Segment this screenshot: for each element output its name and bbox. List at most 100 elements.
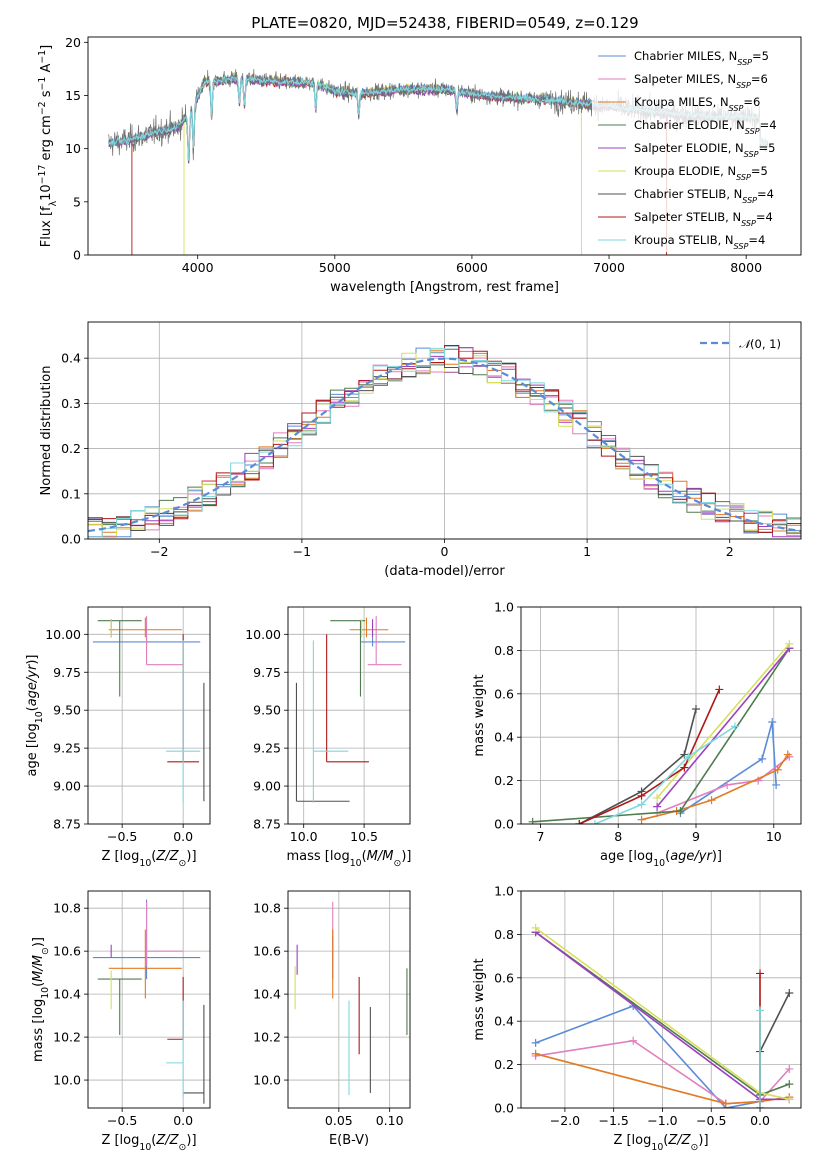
x-tick-label: 7000 [593,260,625,275]
y-tick-label: 10.00 [45,627,81,642]
y-tick-label: 0.4 [61,351,81,366]
y-tick-label: 0.4 [494,1014,514,1029]
x-tick-label: 2 [726,544,734,559]
legend-label-part: Salpeter STELIB, N [634,210,741,224]
x-tick-label: 0.05 [325,1113,353,1128]
weight-marker [785,1095,794,1104]
panel-spectrum: 4000 5000 6000 7000 8000 0 5 10 15 20 wavelength [… [37,35,802,295]
y-axis-label: age [log10(age/yr)] [25,654,45,776]
x-axis-label-part: )] [698,1133,708,1148]
y-axis-label-part: mass [log [31,999,46,1062]
x-axis-label-part: wavelength [Angstrom, rest frame] [330,280,559,295]
legend-label-part: Kroupa ELODIE, N [634,164,736,178]
weight-line [679,721,777,814]
y-tick-label: 9.75 [53,665,81,680]
legend-label-part: (0, 1) [750,337,781,351]
axes-frame [87,890,211,1109]
legend: 𝒩(0, 1) [700,337,781,351]
x-tick-label: 7 [536,829,544,844]
x-tick-label: 0.0 [173,1113,193,1128]
weight-marker [531,923,540,932]
y-axis-label: mass [log10(M/M⊙)] [31,937,51,1062]
y-tick-label: 15 [65,88,81,103]
legend-label: Chabrier STELIB, NSSP=4 [634,187,774,205]
x-axis-label: Z [log10(Z/Z⊙)] [101,849,196,869]
x-tick-label: 1 [583,544,591,559]
legend-label-part: SSP [736,173,751,182]
y-tick-label: 0.2 [494,1057,514,1072]
y-tick-label: 0.6 [494,970,514,985]
weight-marker [721,1099,730,1108]
y-axis-label-part: A [39,64,54,77]
y-axis-label-part: ( [25,706,40,711]
x-axis-label-part: Z/Z [155,1133,179,1148]
weight-marker [785,988,794,997]
y-tick-label: 10.2 [253,1030,281,1045]
y-axis-label-part: −1 [37,50,48,64]
legend-label: Salpeter MILES, NSSP=6 [634,72,768,90]
weight-marker [768,718,777,727]
x-tick-label: 0.10 [376,1113,404,1128]
legend-label: Salpeter STELIB, NSSP=4 [634,210,773,228]
y-tick-label: 10.8 [53,901,81,916]
weight-marker [637,815,646,824]
legend-label-part: =5 [752,49,769,63]
x-axis-label-part: )] [186,849,196,864]
legend-label-part: Chabrier STELIB, N [634,187,742,201]
legend-label-part: =6 [751,72,768,86]
x-axis-label-part: )] [712,849,722,864]
x-tick-label: 5000 [319,260,351,275]
y-tick-label: 8.75 [53,817,81,832]
legend-label-part: Salpeter ELODIE, N [634,141,744,155]
y-axis-label-part: erg cm [39,115,54,164]
x-axis-label: age [log10(age/yr)] [600,849,722,869]
y-tick-label: 1.0 [494,884,514,899]
x-tick-label: 8000 [730,260,762,275]
y-tick-label: 0.1 [61,486,81,501]
weight-marker [785,1080,794,1089]
legend-label: Kroupa STELIB, NSSP=4 [634,233,765,251]
weight-marker [637,800,646,809]
plot-area [295,616,406,803]
weight-marker [756,1006,765,1015]
y-tick-label: 1.0 [494,600,514,615]
legend-label-part: SSP [737,58,752,67]
x-axis-label-part: Z [log [101,1133,139,1148]
y-tick-label: 0.0 [61,532,81,547]
y-tick-label: 10.4 [53,987,81,1002]
legend-label-part: =5 [758,141,775,155]
x-axis-label-part: ⊙ [179,1142,187,1153]
weight-marker [692,704,700,713]
x-axis-label: E(B-V) [329,1133,369,1148]
weight-line [578,708,697,824]
y-tick-label: 10.4 [253,987,281,1002]
panel-residuals: −2 −1 0 1 2 0.0 0.1 0.2 0.3 0.4 (data-model)/error… [39,321,802,579]
y-tick-label: 10.6 [53,944,81,959]
legend-label-part: SSP [744,150,759,159]
axes-frame [520,890,802,1109]
x-axis-label-part: ( [362,849,367,864]
weight-marker [772,780,781,789]
legend-label-part: =5 [751,164,768,178]
y-axis-label-part: Flux [f [39,206,54,247]
x-axis-label: mass [log10(M/M⊙)] [287,849,412,869]
weight-marker [785,1064,794,1073]
y-tick-label: 10.8 [253,901,281,916]
panel-massweight_vs_metallicity: −2.0 −1.5 −1.0 −0.5 0.0 0.0 0.2 0.4 0.6 0.8 1.0 Z [… [472,884,802,1153]
x-axis-label: wavelength [Angstrom, rest frame] [330,280,559,295]
legend-label-part: Salpeter MILES, N [634,72,736,86]
plot-area [531,923,794,1108]
x-tick-label: 0 [441,544,449,559]
x-axis-label-part: ( [151,1133,156,1148]
x-axis-label-part: Z/Z [155,849,179,864]
weight-marker [758,754,767,763]
axes-frame [287,606,411,825]
weight-marker [680,763,689,772]
weight-marker [730,722,739,731]
y-tick-label: 0.8 [494,643,514,658]
panel-mass_vs_ebv: 0.05 0.10 10.0 10.2 10.4 10.6 10.8 E(B-V) [253,890,411,1148]
x-axis-label: Z [log10(Z/Z⊙)] [613,1133,708,1153]
legend-label-part: Chabrier MILES, N [634,49,737,63]
y-tick-label: 10.0 [53,1073,81,1088]
